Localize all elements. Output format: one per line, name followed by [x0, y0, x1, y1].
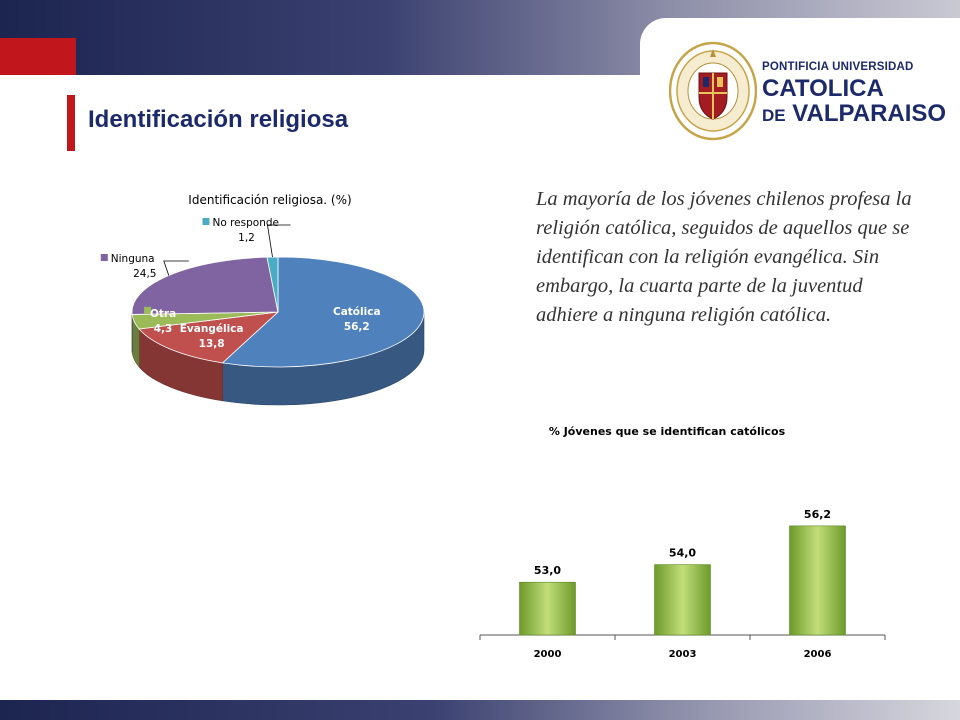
logo-line-3-main: VALPARAISO — [792, 99, 947, 127]
logo-line-2: CATOLICA — [762, 74, 884, 102]
footer-band — [0, 700, 960, 720]
logo-line-3-prefix: DE — [762, 105, 786, 125]
logo-line-3: DE VALPARAISO — [762, 99, 947, 127]
bar-2000 — [519, 581, 576, 636]
bar-category-label: 2000 — [534, 649, 562, 660]
pie-category-label: No responde — [212, 217, 279, 229]
title-accent-bar — [67, 95, 75, 151]
leader-line — [163, 260, 189, 276]
pie-slice-ninguna — [131, 256, 279, 315]
leader-line — [267, 224, 291, 258]
pie-category-label: Evangélica — [180, 323, 244, 335]
bar-2006 — [789, 525, 846, 636]
logo-line-1: PONTIFICIA UNIVERSIDAD — [762, 61, 914, 73]
pie-value-label: 24,5 — [133, 268, 156, 280]
pie-category-label: Católica — [333, 306, 381, 318]
pie-label-no-responde: No responde 1,2 — [202, 217, 291, 258]
bar-chart-title: % Jóvenes que se identifican católicos — [549, 425, 786, 438]
pie-label-catolica: Católica 56,2 — [333, 306, 381, 333]
bar-value-label: 54,0 — [669, 547, 696, 560]
bar-value-label: 56,2 — [804, 508, 831, 521]
pie-chart-title: Identificación religiosa. (%) — [188, 193, 351, 207]
catholic-trend-bar-chart: % Jóvenes que se identifican católicos 5… — [479, 425, 886, 660]
pie-slice-catolica — [221, 256, 425, 368]
pie-label-evangelica: Evangélica 13,8 — [180, 323, 244, 350]
pie-label-otra: Otra 4,3 — [144, 306, 176, 335]
university-seal-icon — [669, 41, 757, 141]
legend-marker-ninguna — [100, 254, 108, 261]
summary-paragraph: La mayoría de los jóvenes chilenos profe… — [536, 188, 912, 326]
bar-2003 — [654, 564, 711, 636]
page-title: Identificación religiosa — [88, 106, 349, 133]
pie-value-label: 56,2 — [344, 321, 370, 333]
pie-side-walls — [131, 311, 425, 406]
pie-category-label: Otra — [150, 308, 176, 320]
pie-value-label: 1,2 — [238, 232, 255, 244]
pie-category-label: Ninguna — [111, 253, 155, 265]
legend-marker-otra — [144, 306, 152, 314]
bar-value-label: 53,0 — [534, 564, 561, 577]
header-red-accent — [0, 38, 76, 75]
pie-slice-evangelica — [138, 311, 280, 364]
legend-marker-no-responde — [202, 218, 210, 225]
pie-top-faces — [131, 256, 425, 368]
bar-category-label: 2003 — [669, 649, 697, 660]
pie-value-label: 13,8 — [199, 338, 225, 350]
pie-value-label: 4,3 — [154, 323, 173, 335]
university-name: PONTIFICIA UNIVERSIDAD CATOLICA DE VALPA… — [762, 61, 947, 127]
bar-category-label: 2006 — [804, 649, 832, 660]
pie-label-ninguna: Ninguna 24,5 — [100, 253, 189, 280]
religion-pie-chart: Identificación religiosa. (%) Católica 56… — [100, 193, 425, 406]
